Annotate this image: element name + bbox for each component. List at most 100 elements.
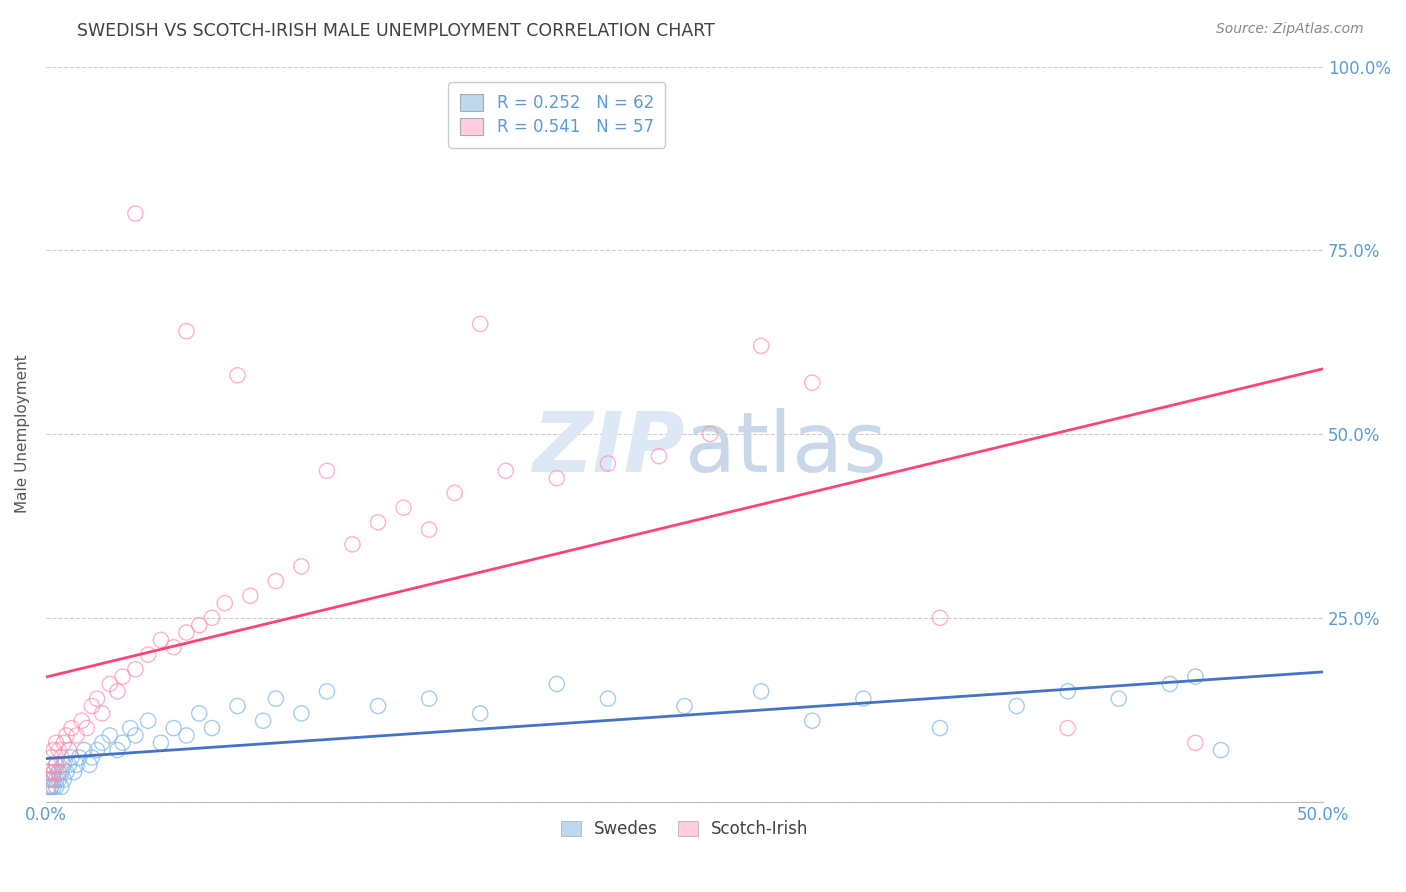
- Point: [546, 471, 568, 485]
- Point: [226, 699, 249, 714]
- Point: [470, 317, 492, 331]
- Point: [65, 757, 87, 772]
- Point: [367, 516, 389, 530]
- Point: [45, 757, 67, 772]
- Point: [48, 765, 70, 780]
- Point: [149, 736, 172, 750]
- Point: [176, 625, 198, 640]
- Point: [48, 743, 70, 757]
- Point: [38, 765, 60, 780]
- Point: [45, 736, 67, 750]
- Point: [546, 677, 568, 691]
- Point: [418, 691, 440, 706]
- Text: Source: ZipAtlas.com: Source: ZipAtlas.com: [1216, 22, 1364, 37]
- Point: [73, 743, 96, 757]
- Point: [1184, 670, 1206, 684]
- Point: [107, 684, 129, 698]
- Point: [316, 684, 339, 698]
- Point: [42, 765, 65, 780]
- Point: [801, 376, 824, 390]
- Point: [45, 772, 67, 787]
- Point: [342, 537, 364, 551]
- Point: [596, 457, 619, 471]
- Point: [38, 772, 60, 787]
- Point: [38, 780, 60, 794]
- Point: [149, 632, 172, 647]
- Point: [749, 684, 772, 698]
- Point: [1209, 743, 1232, 757]
- Point: [124, 728, 146, 742]
- Point: [443, 486, 465, 500]
- Point: [48, 772, 70, 787]
- Point: [91, 706, 114, 721]
- Point: [111, 670, 134, 684]
- Point: [42, 772, 65, 787]
- Point: [316, 464, 339, 478]
- Point: [60, 750, 83, 764]
- Point: [65, 728, 87, 742]
- Point: [201, 611, 224, 625]
- Point: [1108, 691, 1130, 706]
- Point: [45, 757, 67, 772]
- Point: [38, 772, 60, 787]
- Point: [1159, 677, 1181, 691]
- Point: [290, 706, 312, 721]
- Point: [392, 500, 415, 515]
- Y-axis label: Male Unemployment: Male Unemployment: [15, 355, 30, 514]
- Point: [52, 736, 75, 750]
- Point: [48, 765, 70, 780]
- Point: [67, 750, 90, 764]
- Point: [1184, 736, 1206, 750]
- Point: [188, 706, 211, 721]
- Point: [136, 648, 159, 662]
- Point: [124, 206, 146, 220]
- Point: [111, 736, 134, 750]
- Point: [176, 728, 198, 742]
- Point: [1056, 684, 1078, 698]
- Point: [699, 427, 721, 442]
- Point: [188, 618, 211, 632]
- Point: [80, 750, 103, 764]
- Point: [648, 449, 671, 463]
- Point: [70, 714, 93, 728]
- Point: [929, 611, 952, 625]
- Point: [163, 721, 186, 735]
- Point: [51, 765, 73, 780]
- Point: [252, 714, 274, 728]
- Point: [98, 677, 121, 691]
- Point: [91, 736, 114, 750]
- Point: [673, 699, 696, 714]
- Point: [852, 691, 875, 706]
- Point: [60, 721, 83, 735]
- Point: [596, 691, 619, 706]
- Point: [80, 699, 103, 714]
- Point: [58, 743, 80, 757]
- Legend: Swedes, Scotch-Irish: Swedes, Scotch-Irish: [554, 814, 815, 845]
- Point: [176, 324, 198, 338]
- Point: [418, 523, 440, 537]
- Point: [163, 640, 186, 655]
- Point: [38, 765, 60, 780]
- Point: [42, 743, 65, 757]
- Text: atlas: atlas: [685, 409, 886, 490]
- Point: [39, 772, 62, 787]
- Text: SWEDISH VS SCOTCH-IRISH MALE UNEMPLOYMENT CORRELATION CHART: SWEDISH VS SCOTCH-IRISH MALE UNEMPLOYMEN…: [77, 22, 716, 40]
- Point: [929, 721, 952, 735]
- Point: [86, 743, 108, 757]
- Point: [39, 780, 62, 794]
- Point: [1056, 721, 1078, 735]
- Point: [52, 772, 75, 787]
- Point: [367, 699, 389, 714]
- Point: [63, 765, 86, 780]
- Point: [42, 765, 65, 780]
- Point: [749, 339, 772, 353]
- Point: [42, 780, 65, 794]
- Point: [239, 589, 262, 603]
- Point: [79, 757, 101, 772]
- Point: [38, 780, 60, 794]
- Point: [86, 691, 108, 706]
- Point: [124, 662, 146, 676]
- Point: [107, 743, 129, 757]
- Point: [55, 765, 77, 780]
- Point: [52, 757, 75, 772]
